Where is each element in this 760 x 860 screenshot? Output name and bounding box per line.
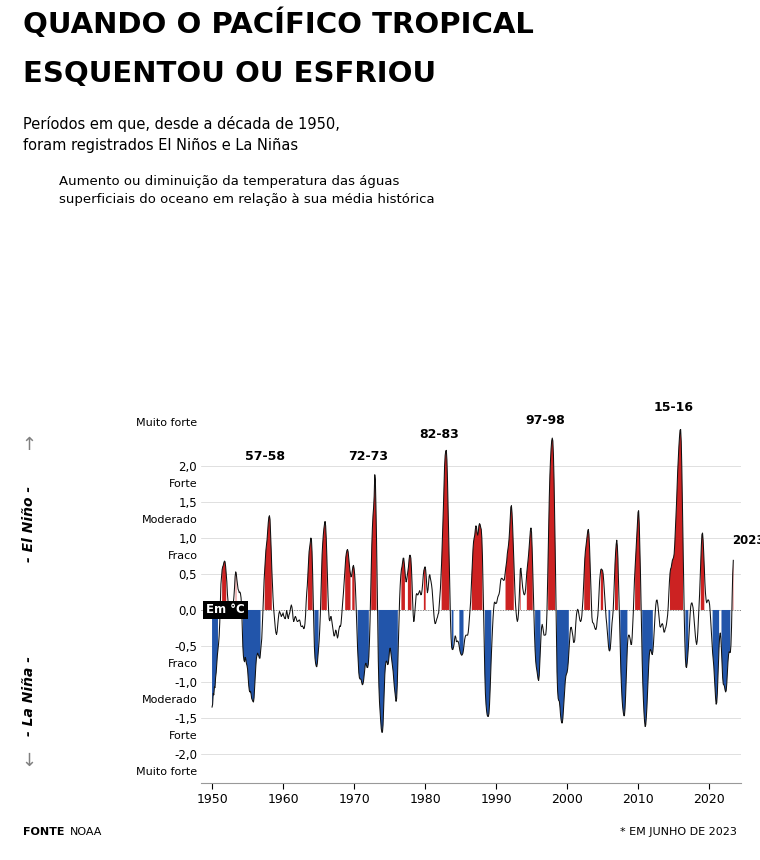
Text: Forte: Forte xyxy=(169,731,198,740)
Text: Fraco: Fraco xyxy=(168,659,198,669)
Text: NOAA: NOAA xyxy=(70,827,103,838)
Text: Moderado: Moderado xyxy=(142,695,198,705)
Text: 15-16: 15-16 xyxy=(654,402,694,415)
Text: QUANDO O PACÍFICO TROPICAL: QUANDO O PACÍFICO TROPICAL xyxy=(23,9,534,39)
Text: Aumento ou diminuição da temperatura das águas
superficiais do oceano em relação: Aumento ou diminuição da temperatura das… xyxy=(59,175,435,206)
Text: Muito forte: Muito forte xyxy=(137,767,198,777)
Text: Forte: Forte xyxy=(169,479,198,489)
Text: - La Niña -: - La Niña - xyxy=(22,656,36,736)
Text: Muito forte: Muito forte xyxy=(137,418,198,428)
Text: Fraco: Fraco xyxy=(168,551,198,561)
Text: 57-58: 57-58 xyxy=(245,450,285,463)
Text: Moderado: Moderado xyxy=(142,515,198,525)
Text: ↓: ↓ xyxy=(21,752,36,770)
Text: 82-83: 82-83 xyxy=(420,428,459,441)
Text: 72-73: 72-73 xyxy=(348,450,388,463)
Text: FONTE: FONTE xyxy=(23,827,65,838)
Text: Períodos em que, desde a década de 1950,
foram registrados El Niños e La Niñas: Períodos em que, desde a década de 1950,… xyxy=(23,116,340,153)
Text: * EM JUNHO DE 2023: * EM JUNHO DE 2023 xyxy=(620,827,737,838)
Text: ↑: ↑ xyxy=(21,435,36,453)
Text: - El Niño -: - El Niño - xyxy=(22,486,36,562)
Text: 97-98: 97-98 xyxy=(526,414,565,427)
Text: 2023*: 2023* xyxy=(733,534,760,547)
Text: Em °C: Em °C xyxy=(207,604,245,617)
Text: ESQUENTOU OU ESFRIOU: ESQUENTOU OU ESFRIOU xyxy=(23,60,436,89)
